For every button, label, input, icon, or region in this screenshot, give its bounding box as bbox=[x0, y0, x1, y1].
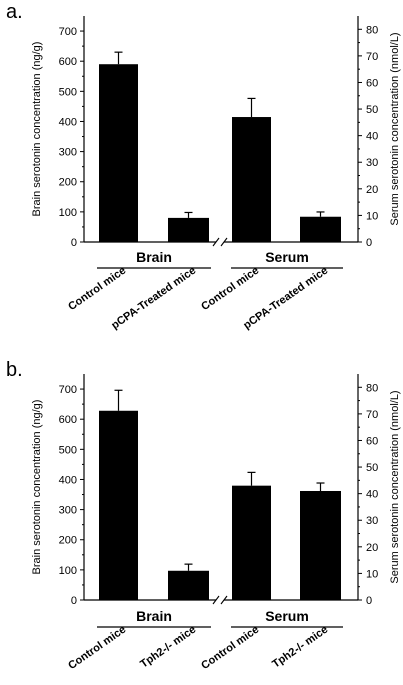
right-tick-label: 30 bbox=[366, 515, 378, 527]
right-tick-label: 30 bbox=[366, 157, 378, 169]
left-tick-label: 100 bbox=[59, 565, 77, 577]
right-tick-label: 40 bbox=[366, 489, 378, 501]
left-tick-label: 400 bbox=[59, 474, 77, 486]
y-axis-label: Brain serotonin concentration (ng/g) bbox=[31, 42, 43, 217]
left-tick-label: 300 bbox=[59, 505, 77, 517]
right-tick-label: 80 bbox=[366, 382, 378, 394]
right-tick-label: 0 bbox=[366, 237, 372, 249]
right-tick-label: 60 bbox=[366, 435, 378, 447]
right-tick-label: 0 bbox=[366, 595, 372, 607]
panel-letter: a. bbox=[6, 1, 23, 23]
category-label: Tph2-/- mice bbox=[138, 624, 198, 671]
right-tick-label: 50 bbox=[366, 104, 378, 116]
right-tick-label: 10 bbox=[366, 568, 378, 580]
group-label: Brain bbox=[136, 608, 172, 624]
left-tick-label: 300 bbox=[59, 147, 77, 159]
left-tick-label: 700 bbox=[59, 384, 77, 396]
group-label: Serum bbox=[265, 608, 309, 624]
group-label: Serum bbox=[265, 249, 309, 265]
left-tick-label: 700 bbox=[59, 26, 77, 38]
left-tick-label: 200 bbox=[59, 535, 77, 547]
left-tick-label: 500 bbox=[59, 86, 77, 98]
right-tick-label: 40 bbox=[366, 131, 378, 143]
axis-break-mark bbox=[212, 237, 220, 247]
right-tick-label: 50 bbox=[366, 462, 378, 474]
category-label: Tph2-/- mice bbox=[270, 624, 330, 671]
right-tick-label: 70 bbox=[366, 51, 378, 63]
bar bbox=[168, 570, 209, 600]
y2-axis-label: Serum serotonin concentration (nmol/L) bbox=[389, 32, 401, 225]
category-label: Control mice bbox=[199, 624, 261, 672]
panel-letter: b. bbox=[6, 359, 23, 381]
bar bbox=[99, 410, 138, 600]
right-tick-label: 20 bbox=[366, 184, 378, 196]
axis-break-mark bbox=[212, 595, 220, 605]
left-tick-label: 500 bbox=[59, 444, 77, 456]
left-tick-label: 600 bbox=[59, 56, 77, 68]
axis-break-mark bbox=[220, 237, 228, 247]
bar bbox=[300, 216, 341, 242]
left-tick-label: 600 bbox=[59, 414, 77, 426]
left-tick-label: 200 bbox=[59, 177, 77, 189]
left-tick-label: 100 bbox=[59, 207, 77, 219]
right-tick-label: 60 bbox=[366, 77, 378, 89]
group-label: Brain bbox=[136, 249, 172, 265]
chart-panel-a: a. 0 100 200 300 400 500 600 700 0 10 20 30 40 50 60 70 8… bbox=[6, 1, 401, 332]
right-tick-label: 20 bbox=[366, 542, 378, 554]
category-label: Control mice bbox=[199, 265, 261, 313]
right-tick-label: 70 bbox=[366, 409, 378, 421]
bar bbox=[300, 490, 341, 600]
category-label: Control mice bbox=[66, 624, 128, 672]
left-tick-label: 0 bbox=[71, 595, 77, 607]
bar bbox=[99, 64, 138, 242]
y-axis-label: Brain serotonin concentration (ng/g) bbox=[31, 400, 43, 575]
left-tick-label: 0 bbox=[71, 237, 77, 249]
y2-axis-label: Serum serotonin concentration (nmol/L) bbox=[389, 390, 401, 583]
bar bbox=[168, 217, 209, 242]
right-tick-label: 80 bbox=[366, 24, 378, 36]
axis-break-mark bbox=[220, 595, 228, 605]
bar bbox=[232, 485, 271, 600]
chart-panel-b: b. 0 100 200 300 400 500 600 700 0 10 20 30 40 50 60 70 8… bbox=[6, 359, 401, 672]
bar bbox=[232, 117, 271, 242]
right-tick-label: 10 bbox=[366, 210, 378, 222]
category-label: Control mice bbox=[66, 265, 128, 313]
left-tick-label: 400 bbox=[59, 116, 77, 128]
